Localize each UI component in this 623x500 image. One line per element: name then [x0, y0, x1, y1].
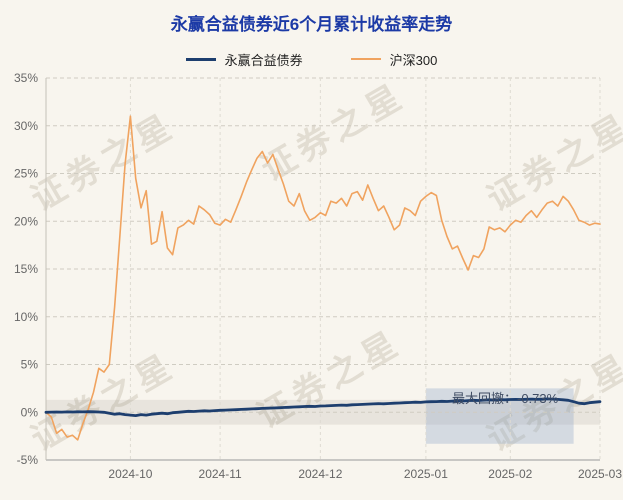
x-axis-tick-label: 2025-03	[578, 467, 622, 481]
legend-label-fund: 永赢合益债券	[224, 52, 303, 68]
fund-series-line	[44, 397, 602, 418]
x-axis-tick-label: 2025-01	[404, 467, 448, 481]
max-drawdown-label: 最大回撤：-0.73%	[452, 391, 559, 406]
legend-item-index: 沪深300	[350, 50, 438, 69]
y-axis-tick-label: 10%	[14, 310, 38, 324]
chart-title: 永赢合益债券近6个月累计收益率走势	[170, 15, 453, 34]
legend-label-index: 沪深300	[389, 52, 438, 68]
x-axis-tick-label: 2024-10	[108, 467, 152, 481]
y-axis-tick-label: 30%	[14, 119, 38, 133]
x-axis-tick-label: 2024-11	[199, 467, 242, 481]
x-axis-tick-label: 2025-02	[488, 467, 532, 481]
x-axis-tick-label: 2024-12	[298, 467, 342, 481]
y-axis-tick-label: 0%	[21, 405, 39, 419]
fund-line-swatch	[185, 57, 216, 61]
index-line-swatch	[350, 58, 381, 60]
y-axis-tick-label: 35%	[14, 71, 38, 85]
index-series-line	[45, 115, 601, 441]
legend-item-fund: 永赢合益债券	[185, 50, 303, 69]
y-axis-tick-label: -5%	[17, 453, 39, 467]
y-axis-tick-label: 25%	[14, 167, 38, 181]
legend: 永赢合益债券 沪深300	[0, 50, 623, 68]
y-axis-tick-label: 5%	[21, 358, 39, 372]
y-axis-tick-label: 20%	[14, 214, 38, 228]
y-axis-tick-label: 15%	[14, 262, 38, 276]
